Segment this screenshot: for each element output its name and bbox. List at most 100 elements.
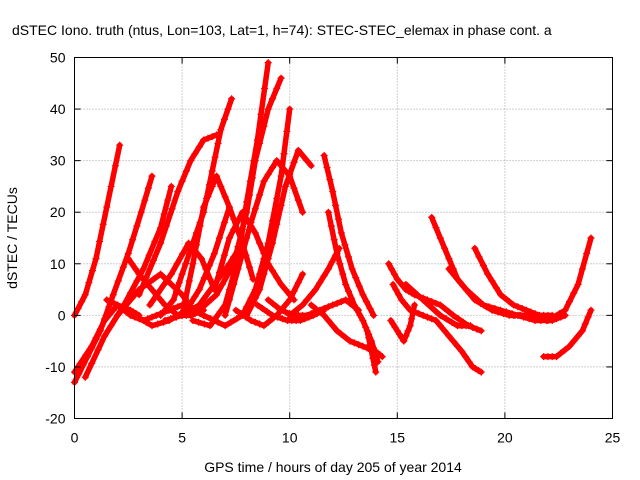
data-point-marker <box>182 167 190 175</box>
data-point-marker <box>514 303 522 311</box>
data-point-marker <box>114 277 122 285</box>
data-point-marker <box>409 308 417 316</box>
data-point-marker <box>290 287 298 295</box>
x-axis-label: GPS time / hours of day 205 of year 2014 <box>204 459 462 475</box>
data-point-marker <box>462 286 470 294</box>
data-point-marker <box>479 301 487 309</box>
data-point-marker <box>224 105 232 113</box>
data-point-marker <box>273 274 281 282</box>
data-point-marker <box>175 279 183 287</box>
data-point-marker <box>352 274 360 282</box>
data-point-marker <box>191 150 199 158</box>
data-point-marker <box>454 342 462 350</box>
data-point-marker <box>202 265 210 273</box>
data-point-marker <box>347 294 355 302</box>
data-point-marker <box>584 313 592 321</box>
data-point-marker <box>234 217 242 225</box>
data-point-marker <box>208 182 216 190</box>
data-point-marker <box>197 255 205 263</box>
data-point-marker <box>449 337 457 345</box>
data-point-marker <box>448 318 456 326</box>
data-point-marker <box>555 310 563 318</box>
data-point-marker <box>353 306 361 314</box>
data-point-marker <box>111 162 119 170</box>
data-point-marker <box>243 311 251 319</box>
data-point-marker <box>581 320 589 328</box>
data-point-marker <box>281 308 289 316</box>
data-point-marker <box>350 339 358 347</box>
y-tick-label: 20 <box>50 204 66 220</box>
series-arc-23 <box>286 244 343 319</box>
data-point-marker <box>428 213 436 221</box>
data-point-marker <box>92 334 100 342</box>
data-point-marker <box>234 265 242 273</box>
data-point-marker <box>299 208 307 216</box>
data-point-marker <box>406 322 414 330</box>
data-point-marker <box>488 277 496 285</box>
data-point-marker <box>168 205 176 213</box>
data-point-marker <box>248 174 256 182</box>
series-line <box>243 147 314 319</box>
data-point-marker <box>465 358 473 366</box>
data-point-marker <box>356 311 364 319</box>
data-point-marker <box>320 304 328 312</box>
data-point-marker <box>402 280 410 288</box>
data-point-marker <box>225 296 233 304</box>
data-point-marker <box>345 287 353 295</box>
data-point-marker <box>479 262 487 270</box>
data-point-marker <box>173 260 181 268</box>
data-point-marker <box>355 341 363 349</box>
data-point-marker <box>485 303 493 311</box>
data-point-marker <box>131 311 139 319</box>
data-point-marker <box>260 249 268 257</box>
x-tick-label: 5 <box>178 430 186 446</box>
data-point-marker <box>109 291 117 299</box>
data-point-marker <box>369 354 377 362</box>
data-point-marker <box>532 313 540 321</box>
data-point-marker <box>160 280 168 288</box>
data-point-marker <box>214 318 222 326</box>
data-point-marker <box>324 303 332 311</box>
data-point-marker <box>277 201 285 209</box>
data-point-marker <box>215 234 223 242</box>
data-point-marker <box>133 277 141 285</box>
data-point-marker <box>290 308 298 316</box>
data-point-marker <box>133 222 141 230</box>
data-point-marker <box>337 330 345 338</box>
data-point-marker <box>372 368 380 376</box>
data-point-marker <box>263 308 271 316</box>
data-point-marker <box>172 287 180 295</box>
data-point-marker <box>148 313 156 321</box>
data-point-marker <box>307 301 315 309</box>
data-point-marker <box>238 225 246 233</box>
data-point-marker <box>148 322 156 330</box>
data-point-marker <box>148 172 156 180</box>
data-point-marker <box>200 136 208 144</box>
data-point-marker <box>578 327 586 335</box>
data-point-marker <box>185 277 193 285</box>
series-arc-09 <box>135 131 221 299</box>
data-point-marker <box>316 279 324 287</box>
data-point-marker <box>182 260 190 268</box>
data-point-marker <box>174 188 182 196</box>
data-point-marker <box>94 346 102 354</box>
data-point-marker <box>227 318 235 326</box>
data-point-marker <box>192 241 200 249</box>
data-point-marker <box>400 337 408 345</box>
data-point-marker <box>121 303 129 311</box>
data-point-marker <box>320 311 328 319</box>
data-point-marker <box>238 208 246 216</box>
data-point-marker <box>445 332 453 340</box>
data-point-marker <box>345 253 353 261</box>
data-point-marker <box>243 215 251 223</box>
data-point-marker <box>329 188 337 196</box>
data-point-marker <box>174 303 182 311</box>
data-point-marker <box>323 164 331 172</box>
data-point-marker <box>324 265 332 273</box>
data-point-marker <box>277 162 285 170</box>
data-point-marker <box>109 306 117 314</box>
data-point-marker <box>329 322 337 330</box>
data-point-marker <box>337 298 345 306</box>
data-point-marker <box>544 317 552 325</box>
data-point-marker <box>561 346 569 354</box>
